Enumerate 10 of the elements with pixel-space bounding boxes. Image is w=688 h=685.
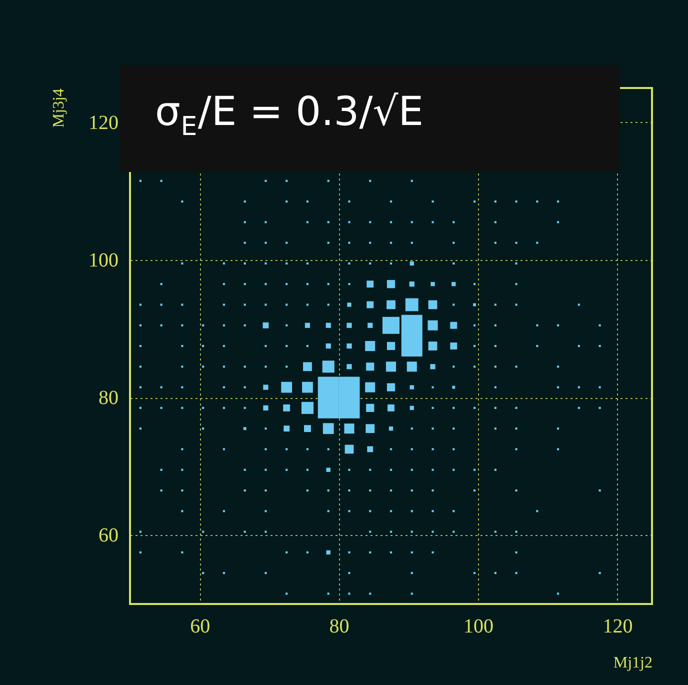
x-tick-label: 80 bbox=[329, 616, 350, 638]
x-axis-title: Mj1j2 bbox=[613, 654, 652, 672]
y-tick-label: 60 bbox=[98, 524, 118, 547]
y-axis-title: Mj3j4 bbox=[50, 88, 68, 128]
y-tick-label: 80 bbox=[98, 387, 118, 410]
y-tick-label: 120 bbox=[88, 112, 118, 134]
x-tick-label: 100 bbox=[464, 616, 494, 638]
x-tick-label: 60 bbox=[190, 616, 210, 638]
x-tick-label: 120 bbox=[602, 616, 633, 638]
y-tick-label: 100 bbox=[88, 250, 118, 272]
